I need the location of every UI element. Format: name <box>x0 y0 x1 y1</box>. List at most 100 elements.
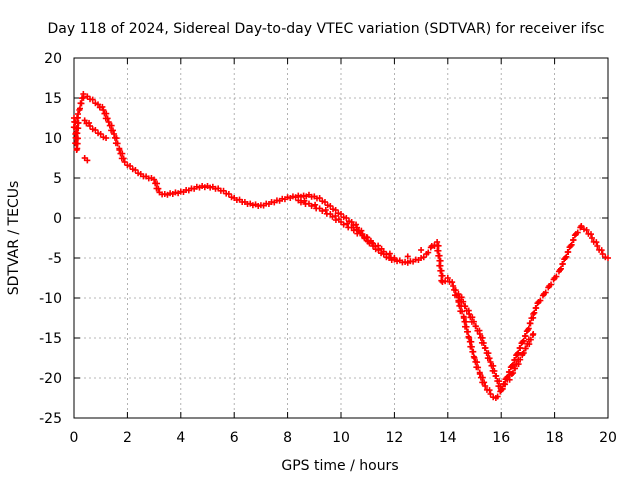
data-point <box>593 239 600 246</box>
data-point <box>435 252 442 259</box>
data-point <box>588 231 594 238</box>
data-point <box>84 157 91 164</box>
data-point <box>519 351 526 357</box>
y-tick-label: 15 <box>44 91 62 107</box>
data-point <box>344 220 351 227</box>
data-point <box>312 201 319 208</box>
y-tick-label: 5 <box>53 171 62 187</box>
data-point <box>564 249 571 255</box>
data-point <box>297 199 304 206</box>
data-point <box>89 96 96 103</box>
y-tick-label: 0 <box>53 211 62 227</box>
data-point <box>509 361 516 368</box>
data-point <box>567 243 574 249</box>
data-point <box>486 387 493 394</box>
data-point <box>470 318 477 325</box>
data-point <box>308 203 315 209</box>
data-point <box>491 367 498 374</box>
data-point <box>77 100 84 107</box>
chart-title: Day 118 of 2024, Sidereal Day-to-day VTE… <box>47 21 604 37</box>
data-point <box>460 298 467 305</box>
data-point <box>95 101 102 108</box>
x-tick-label: 12 <box>385 430 403 446</box>
data-point <box>73 145 80 152</box>
data-point <box>105 119 112 125</box>
x-tick-label: 4 <box>176 430 185 446</box>
data-point <box>418 247 425 253</box>
data-point <box>517 356 524 363</box>
data-point <box>132 167 139 173</box>
data-point <box>527 336 534 343</box>
data-point <box>420 254 427 261</box>
data-point <box>464 328 471 335</box>
data-point <box>570 237 577 243</box>
x-tick-label: 6 <box>230 430 239 446</box>
data-point <box>73 125 80 132</box>
data-point <box>469 348 476 355</box>
y-tick-label: -20 <box>39 371 62 387</box>
x-axis-label: GPS time / hours <box>281 458 398 474</box>
x-tick-label: 14 <box>439 430 457 446</box>
data-point <box>594 243 601 249</box>
data-point <box>301 197 308 204</box>
data-point <box>444 275 451 281</box>
data-point <box>530 331 537 337</box>
data-point <box>104 115 111 122</box>
data-point <box>508 371 515 377</box>
y-tick-label: 20 <box>44 51 62 67</box>
data-point <box>439 272 446 279</box>
data-point <box>449 279 456 286</box>
data-point <box>599 251 606 257</box>
data-point <box>558 265 565 272</box>
data-point <box>343 215 350 221</box>
data-point <box>332 207 339 213</box>
data-point <box>563 253 570 260</box>
data-point <box>386 250 393 257</box>
data-point <box>559 261 566 267</box>
data-point <box>74 135 81 142</box>
data-point <box>452 287 459 294</box>
data-point <box>109 127 116 134</box>
data-point <box>520 349 527 356</box>
data-point <box>583 227 590 233</box>
data-point <box>450 283 457 289</box>
data-point <box>111 131 118 137</box>
data-point <box>526 320 533 327</box>
data-point <box>127 163 134 169</box>
data-point <box>553 273 560 280</box>
data-point <box>480 339 487 346</box>
data-point <box>487 391 494 397</box>
data-point <box>481 379 488 386</box>
x-tick-label: 18 <box>546 430 564 446</box>
data-point <box>532 305 539 311</box>
data-point <box>74 130 81 137</box>
data-point <box>476 371 483 377</box>
x-tick-label: 8 <box>283 430 292 446</box>
data-point <box>511 365 518 372</box>
data-point <box>472 323 479 330</box>
y-tick-label: -15 <box>39 331 62 347</box>
data-point <box>510 369 517 376</box>
x-tick-label: 20 <box>599 430 617 446</box>
data-point <box>73 140 80 147</box>
axis-ticks: 0 2 4 6 8 10 12 14 16 18 20 20 15 10 5 0 -5 -10 -15 -20 -25 <box>39 51 617 446</box>
data-point <box>562 255 569 261</box>
data-point <box>516 345 523 351</box>
data-point <box>482 383 489 389</box>
data-point <box>103 135 110 141</box>
data-point <box>492 373 499 380</box>
data-point <box>522 345 529 352</box>
data-point <box>97 131 104 137</box>
data-point <box>404 253 411 260</box>
data-point <box>499 385 506 392</box>
data-point <box>114 140 121 147</box>
data-point <box>588 235 595 241</box>
data-point <box>475 364 482 371</box>
data-point <box>75 111 82 117</box>
data-points <box>70 91 611 401</box>
data-point <box>338 211 344 217</box>
y-tick-label: -25 <box>39 411 62 427</box>
grid <box>74 58 608 418</box>
data-point <box>515 349 522 356</box>
y-tick-label: -5 <box>48 251 62 267</box>
